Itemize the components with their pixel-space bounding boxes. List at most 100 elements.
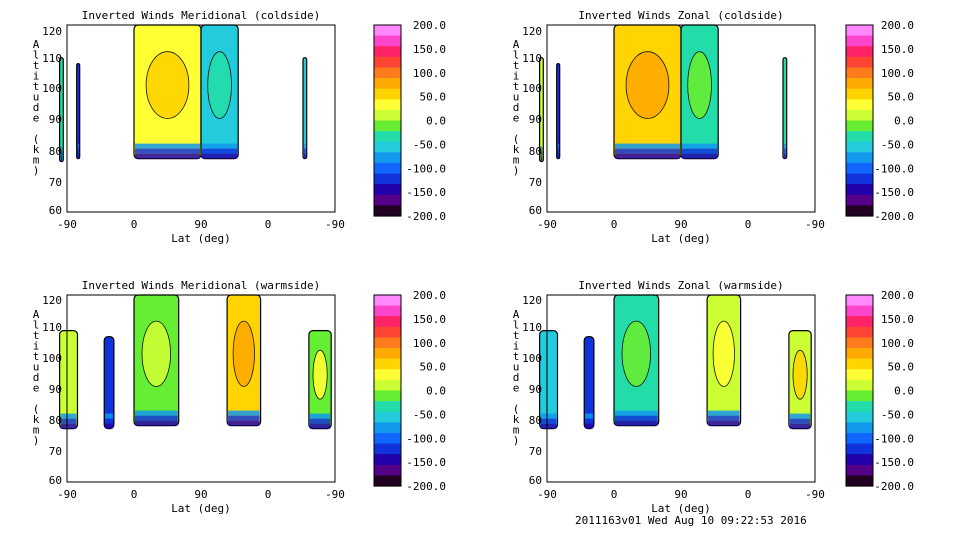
- contour-band: [105, 418, 113, 424]
- colorbar-label: 0.0: [894, 115, 914, 128]
- contour-band: [304, 143, 306, 149]
- data-regions: [538, 294, 812, 430]
- data-region: [58, 330, 79, 430]
- colorbar-label: 0.0: [894, 385, 914, 398]
- contour-band: [784, 148, 786, 154]
- contour-band: [60, 156, 63, 162]
- colorbar-swatch: [846, 194, 873, 206]
- colorbar: 200.0 150.0 100.0 50.0 0.0 -50.0 -100.0 -150.0 -…: [845, 289, 914, 493]
- colorbar-swatch: [846, 305, 873, 317]
- contour-line: [145, 51, 190, 119]
- contour-band: [615, 415, 658, 421]
- colorbar-swatch: [374, 422, 401, 434]
- y-tick-label: 80: [49, 414, 62, 427]
- colorbar-swatch: [374, 184, 401, 196]
- data-region: [226, 294, 262, 427]
- colorbar-label: -200.0: [406, 210, 446, 223]
- y-tick-label: 80: [49, 145, 62, 158]
- y-axis-ticks: 120 110 100 90 80 70 60: [42, 294, 62, 487]
- colorbar-swatch: [846, 56, 873, 69]
- colorbar-label: 50.0: [420, 361, 447, 374]
- contour-line: [232, 320, 255, 387]
- contour-band: [105, 423, 113, 429]
- colorbar-swatch: [846, 109, 873, 122]
- colorbar-label: 100.0: [413, 67, 446, 80]
- x-tick-label: 0: [131, 488, 138, 501]
- data-region: [583, 336, 595, 430]
- x-tick-label: 0: [611, 218, 618, 231]
- data-region: [538, 330, 559, 430]
- colorbar-frame: [373, 24, 402, 217]
- colorbar-swatch: [374, 109, 401, 122]
- y-tick-label: 80: [529, 414, 542, 427]
- x-axis-label: Lat (deg): [171, 232, 231, 245]
- y-tick-label: 100: [522, 352, 542, 365]
- contour-band: [77, 153, 79, 159]
- contour-band: [135, 143, 200, 149]
- colorbar-frame: [373, 294, 402, 487]
- contour-band: [228, 415, 260, 421]
- x-tick-label: -90: [325, 218, 345, 231]
- colorbar-swatch: [846, 443, 873, 455]
- x-tick-label: 90: [674, 488, 687, 501]
- colorbar-swatch: [374, 305, 401, 317]
- colorbar-label: 0.0: [426, 115, 446, 128]
- contour-band: [60, 151, 63, 157]
- colorbar-swatch: [374, 35, 401, 47]
- colorbar-swatch: [374, 88, 401, 100]
- colorbar-swatch: [846, 25, 873, 37]
- x-tick-label: -90: [805, 488, 825, 501]
- colorbar-swatch: [846, 141, 873, 153]
- colorbar-swatch: [374, 173, 401, 185]
- contour-band: [77, 143, 79, 149]
- colorbar-swatch: [846, 432, 873, 445]
- colorbar-label: -200.0: [406, 480, 446, 493]
- y-tick-label: 100: [522, 82, 542, 95]
- chart-title: Inverted Winds Meridional (warmside): [82, 279, 320, 292]
- y-tick-label: 70: [529, 445, 542, 458]
- data-regions: [538, 24, 788, 163]
- data-region: [613, 294, 660, 427]
- x-tick-label: 0: [265, 488, 272, 501]
- x-tick-label: 0: [745, 218, 752, 231]
- colorbar-swatch: [374, 348, 401, 360]
- x-tick-label: 0: [131, 218, 138, 231]
- x-tick-label: -90: [805, 218, 825, 231]
- colorbar-swatch: [846, 316, 873, 328]
- y-tick-label: 60: [49, 474, 62, 487]
- x-axis-ticks: -90 0 90 0 -90: [57, 218, 345, 231]
- x-axis-ticks: -90 0 90 0 -90: [57, 488, 345, 501]
- colorbar-swatch: [374, 141, 401, 153]
- region-fill: [302, 57, 308, 160]
- y-tick-label: 120: [522, 25, 542, 38]
- y-tick-label: 60: [529, 474, 542, 487]
- colorbar-swatch: [374, 369, 401, 381]
- x-axis-ticks: -90 0 90 0 -90: [537, 488, 825, 501]
- x-tick-label: 0: [265, 218, 272, 231]
- colorbar-swatch: [374, 401, 401, 413]
- colorbar-swatch: [846, 131, 873, 143]
- contour-band: [585, 413, 593, 419]
- contour-band: [789, 418, 811, 424]
- contour-line: [792, 349, 808, 400]
- colorbar-label: 100.0: [881, 67, 914, 80]
- colorbar-label: -50.0: [413, 138, 446, 151]
- colorbar-label: -200.0: [874, 210, 914, 223]
- contour-band: [540, 418, 557, 424]
- data-region: [556, 62, 561, 160]
- contour-band: [784, 143, 786, 149]
- colorbar: 200.0 150.0 100.0 50.0 0.0 -50.0 -100.0 -150.0 -…: [373, 19, 446, 223]
- x-axis-label: Lat (deg): [171, 502, 231, 515]
- colorbar-swatch: [374, 120, 401, 132]
- colorbar-label: -100.0: [874, 162, 914, 175]
- colorbar-swatch: [846, 67, 873, 79]
- x-tick-label: 0: [745, 488, 752, 501]
- colorbar-swatch: [846, 348, 873, 360]
- region-fill: [58, 57, 64, 163]
- colorbar-label: 50.0: [888, 91, 915, 104]
- contour-band: [228, 410, 260, 416]
- y-tick-label: 60: [529, 204, 542, 217]
- contour-line: [712, 320, 735, 387]
- colorbar-swatch: [374, 443, 401, 455]
